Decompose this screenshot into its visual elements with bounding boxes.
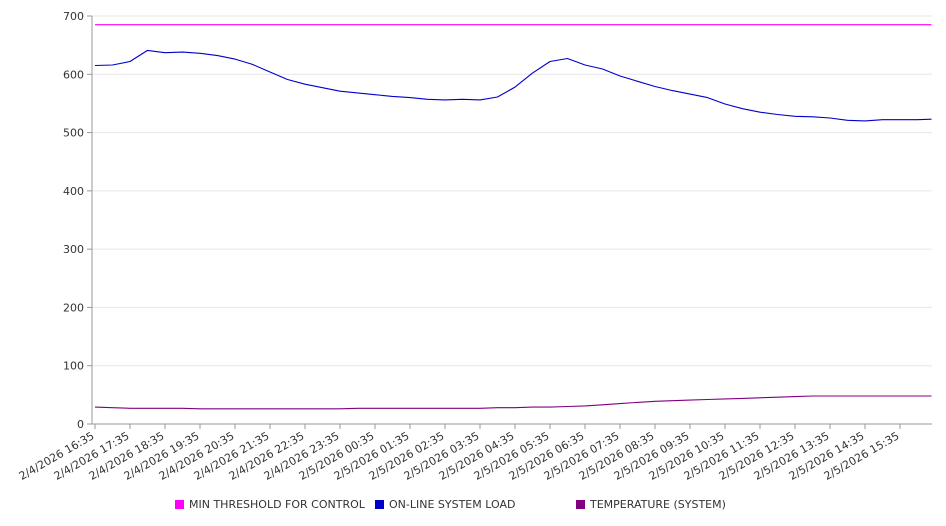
legend-label-temperature: TEMPERATURE (SYSTEM) [590, 498, 726, 511]
axes [91, 16, 932, 425]
y-tick-label: 100 [63, 360, 84, 373]
legend-swatch-temperature [576, 500, 585, 509]
y-tick-label: 400 [63, 185, 84, 198]
y-tick-label: 200 [63, 301, 84, 314]
legend: MIN THRESHOLD FOR CONTROL ON-LINE SYSTEM… [0, 498, 946, 516]
grid-lines [92, 15, 932, 367]
x-axis-ticks: 2/4/2026 16:352/4/2026 17:352/4/2026 18:… [17, 424, 902, 483]
line-chart: 0 100 200 300 400 500 600 700 2/4/2026 16:352/4… [17, 10, 932, 483]
series-lines [94, 24, 932, 410]
legend-label-min-threshold: MIN THRESHOLD FOR CONTROL [189, 498, 365, 511]
series-line-temperature-system [94, 395, 932, 410]
y-tick-label: 0 [77, 418, 84, 431]
y-tick-label: 600 [63, 68, 84, 81]
legend-swatch-min-threshold [175, 500, 184, 509]
legend-swatch-system-load [375, 500, 384, 509]
legend-item-temperature[interactable]: TEMPERATURE (SYSTEM) [576, 498, 726, 511]
series-line-on-line-system-load [94, 49, 932, 122]
y-tick-label: 700 [63, 10, 84, 23]
legend-item-system-load[interactable]: ON-LINE SYSTEM LOAD [375, 498, 515, 511]
y-tick-label: 500 [63, 127, 84, 140]
y-tick-label: 300 [63, 243, 84, 256]
y-axis-ticks: 0 100 200 300 400 500 600 700 [63, 10, 92, 431]
legend-label-system-load: ON-LINE SYSTEM LOAD [389, 498, 516, 511]
legend-item-min-threshold[interactable]: MIN THRESHOLD FOR CONTROL [175, 498, 365, 511]
